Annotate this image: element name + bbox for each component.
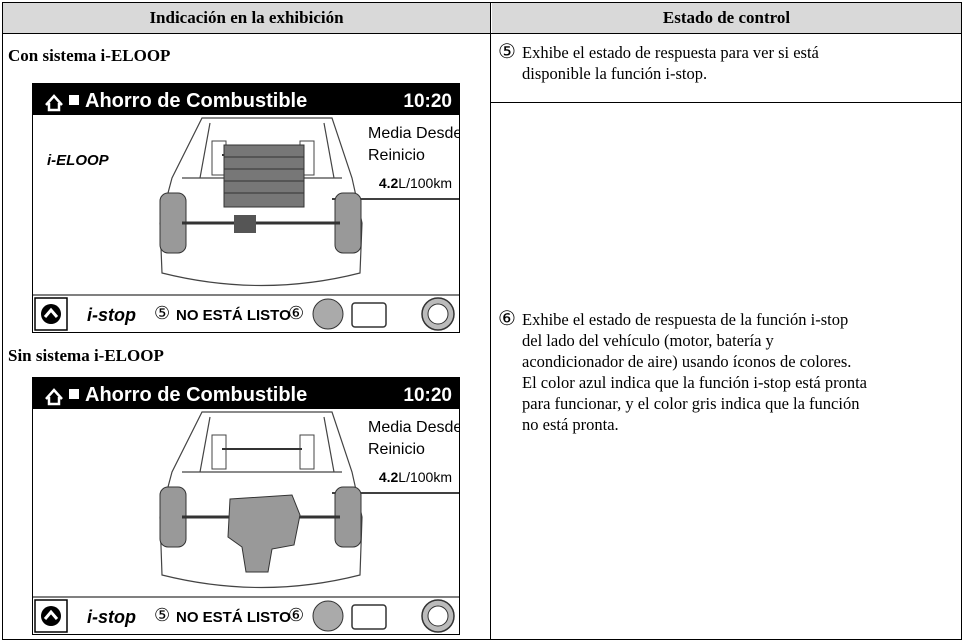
screen: Ahorro de Combustible 10:20 Media Desde Rei… <box>32 83 460 333</box>
istop-label: i-stop <box>87 607 136 627</box>
value: 4.2 <box>379 469 399 485</box>
avg-value: 4.2L/100km <box>379 469 452 485</box>
system-label: i-ELOOP <box>47 152 110 169</box>
text-line: Exhibe el estado de respuesta de la func… <box>522 310 849 329</box>
avg-label: Reinicio <box>368 441 425 458</box>
engine-icon <box>312 600 344 632</box>
up-icon <box>41 606 61 626</box>
header-cell: Estado de control <box>492 3 961 33</box>
alternator <box>234 215 256 233</box>
rule <box>2 33 962 34</box>
clock: 10:20 <box>403 91 452 112</box>
text-line: del lado del vehículo (motor, batería y <box>522 331 774 350</box>
title-bar <box>32 377 460 409</box>
app-icon <box>69 95 79 105</box>
avg-label: Media Desde <box>368 125 460 142</box>
text-line: El color azul indica que la función i-st… <box>522 373 868 392</box>
avg-label: Media Desde <box>368 419 460 436</box>
rear-wheel <box>299 434 315 470</box>
clock: 10:20 <box>403 385 452 406</box>
avg-label: Reinicio <box>368 147 425 164</box>
home-icon <box>45 388 63 406</box>
battery-icon <box>351 604 387 630</box>
marker: ⑥ <box>498 308 516 330</box>
callout: ⑤ <box>154 303 170 323</box>
capacitor <box>223 144 305 208</box>
istop-label: i-stop <box>87 305 136 325</box>
up-arrow <box>43 307 59 318</box>
title-bar <box>32 83 460 115</box>
engine <box>227 494 301 573</box>
callout: ⑤ <box>154 605 170 625</box>
status: NO ESTÁ LISTO <box>176 307 291 324</box>
battery-icon <box>351 302 387 328</box>
row-text: ⑤ Exhibe el estado de respuesta para ver … <box>498 42 958 84</box>
row-text: ⑥ Exhibe el estado de respuesta de la fun… <box>498 309 958 435</box>
header-cell: Indicación en la exhibición <box>3 3 490 33</box>
callout: ⑥ <box>288 605 304 625</box>
avg-value: 4.2L/100km <box>379 175 452 191</box>
section-label: Con sistema i-ELOOP <box>8 46 171 65</box>
ac-inner <box>427 303 449 325</box>
rule <box>490 2 491 640</box>
up-icon <box>41 304 61 324</box>
app-icon <box>69 389 79 399</box>
up-arrow <box>43 609 59 620</box>
screen-title: Ahorro de Combustible <box>85 384 307 406</box>
section-label: Sin sistema i-ELOOP <box>8 346 164 365</box>
unit: L/100km <box>398 469 452 485</box>
value: 4.2 <box>379 175 399 191</box>
rule <box>490 102 962 103</box>
home-icon <box>45 94 63 112</box>
text-line: no está pronta. <box>522 415 619 434</box>
status: NO ESTÁ LISTO <box>176 609 291 626</box>
unit: L/100km <box>398 175 452 191</box>
text-line: para funcionar, y el color gris indica q… <box>522 394 860 413</box>
callout: ⑥ <box>288 303 304 323</box>
engine-icon <box>312 298 344 330</box>
text-line: disponible la función i-stop. <box>522 64 708 83</box>
text-line: Exhibe el estado de respuesta para ver s… <box>522 43 819 62</box>
marker: ⑤ <box>498 41 516 63</box>
rear-wheel <box>211 434 227 470</box>
screen-title: Ahorro de Combustible <box>85 90 307 112</box>
screen: Ahorro de Combustible 10:20 Media Desde Rei… <box>32 377 460 635</box>
car-outline <box>159 411 363 589</box>
ac-inner <box>427 605 449 627</box>
text-line: acondicionador de aire) usando íconos de… <box>522 352 852 371</box>
